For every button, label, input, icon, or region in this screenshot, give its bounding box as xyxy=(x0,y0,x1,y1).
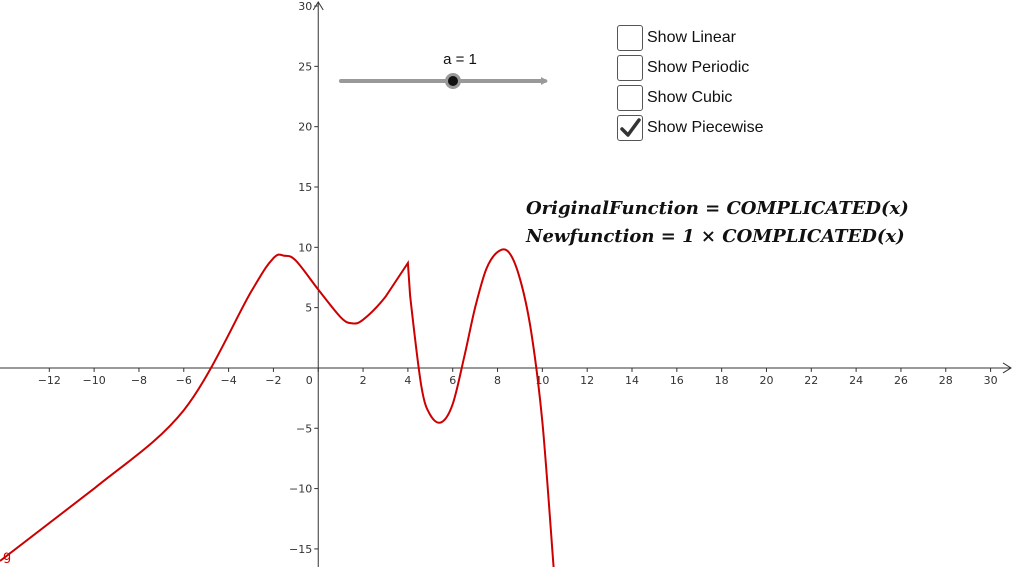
x-tick-label: 12 xyxy=(580,374,594,387)
x-tick-label: −4 xyxy=(220,374,236,387)
checkbox-show-linear[interactable]: Show Linear xyxy=(617,23,764,53)
checkbox-show-piecewise[interactable]: Show Piecewise xyxy=(617,113,764,143)
plot-area: g xyxy=(0,248,555,567)
checkbox-box[interactable] xyxy=(617,85,643,111)
slider-track-arrow xyxy=(541,77,548,85)
y-tick-label: 20 xyxy=(298,121,312,134)
x-tick-label: −10 xyxy=(83,374,106,387)
checkbox-box[interactable] xyxy=(617,115,643,141)
checkbox-show-periodic[interactable]: Show Periodic xyxy=(617,53,764,83)
x-tick-label: 16 xyxy=(670,374,684,387)
x-tick-label: −8 xyxy=(131,374,147,387)
y-tick-label: −15 xyxy=(289,543,312,556)
formula-new: Newfunction = 1 × COMPLICATED(x) xyxy=(526,226,905,247)
x-tick-label: −2 xyxy=(265,374,281,387)
y-tick-label: 15 xyxy=(298,181,312,194)
formula-original: OriginalFunction = COMPLICATED(x) xyxy=(526,198,909,219)
x-tick-label: 20 xyxy=(759,374,773,387)
tick-labels: −12 −10 −8 −6 −4 −2 0 2 4 6 8 10 12 14 16 18 20 22 24 26 28 3… xyxy=(38,0,998,556)
y-tick-label: 30 xyxy=(298,0,312,13)
checkbox-label: Show Linear xyxy=(647,29,736,46)
x-tick-label: 8 xyxy=(494,374,501,387)
slider-label: a = 1 xyxy=(443,51,477,68)
x-tick-label: −6 xyxy=(176,374,192,387)
x-tick-label: 24 xyxy=(849,374,863,387)
slider-a[interactable] xyxy=(339,73,548,89)
y-tick-label: −10 xyxy=(289,483,312,496)
check-icon xyxy=(620,118,641,137)
x-tick-label: 30 xyxy=(984,374,998,387)
checkbox-show-cubic[interactable]: Show Cubic xyxy=(617,83,764,113)
checkbox-label: Show Piecewise xyxy=(647,119,764,136)
x-tick-label: 14 xyxy=(625,374,639,387)
x-tick-label: 26 xyxy=(894,374,908,387)
y-axis-arrow xyxy=(312,1,324,11)
series-label: g xyxy=(3,549,11,564)
checkbox-panel: Show Linear Show Periodic Show Cubic Sho… xyxy=(617,23,764,143)
y-tick-label: 10 xyxy=(298,241,312,254)
slider-handle[interactable] xyxy=(448,76,458,86)
x-tick-label: 18 xyxy=(715,374,729,387)
checkbox-label: Show Periodic xyxy=(647,59,750,76)
x-tick-label: 0 xyxy=(306,374,313,387)
x-tick-label: 4 xyxy=(404,374,411,387)
checkbox-box[interactable] xyxy=(617,55,643,81)
x-tick-label: 2 xyxy=(360,374,367,387)
y-tick-label: −5 xyxy=(296,422,312,435)
x-tick-label: 6 xyxy=(449,374,456,387)
checkbox-label: Show Cubic xyxy=(647,89,733,106)
x-tick-label: −12 xyxy=(38,374,61,387)
y-tick-label: 25 xyxy=(298,60,312,73)
x-tick-label: 28 xyxy=(939,374,953,387)
checkbox-box[interactable] xyxy=(617,25,643,51)
x-tick-label: 22 xyxy=(804,374,818,387)
y-tick-label: 5 xyxy=(305,302,312,315)
series-line-g[interactable] xyxy=(0,248,555,567)
x-axis-arrow xyxy=(1002,362,1012,374)
